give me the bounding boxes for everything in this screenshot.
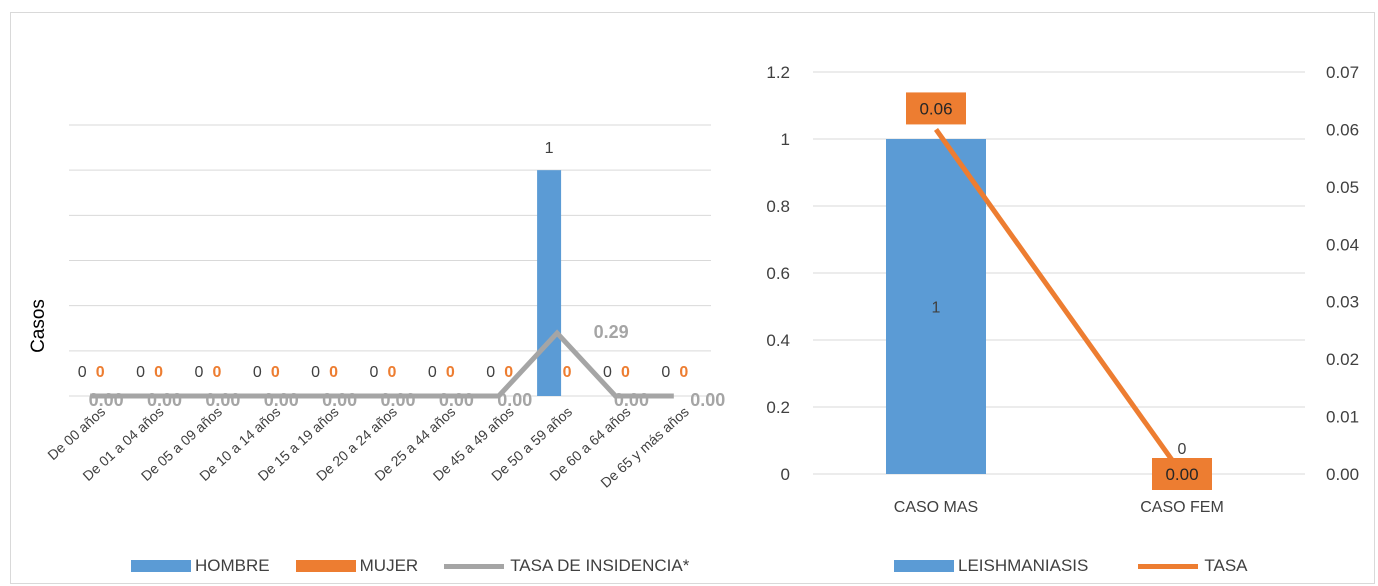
data-label-leishmaniasis: 0 [1178,441,1187,458]
data-label-mujer: 0 [271,364,280,381]
data-label-tasa-insidencia: 0.00 [497,390,532,410]
legend-item-leishmaniasis: LEISHMANIASIS [894,556,1088,576]
data-label-tasa-insidencia: 0.00 [322,390,357,410]
data-label-mujer: 0 [96,364,105,381]
y-tick-label: 0.8 [766,197,790,216]
data-label-hombre: 1 [545,140,554,157]
line-tasa [933,127,1185,476]
legend-swatch-mujer [295,560,356,572]
data-label-mujer: 0 [154,364,163,381]
legend-item-hombre: HOMBRE [131,556,270,576]
data-label-mujer: 0 [446,364,455,381]
data-label-mujer: 0 [329,364,338,381]
legend-label-mujer: MUJER [359,556,419,575]
legend-swatch-leishmaniasis [894,560,954,572]
y-tick-label: 0.6 [766,264,790,283]
data-label-hombre: 0 [253,364,262,381]
data-label-box-tasa [1152,458,1212,490]
data-label-hombre: 0 [78,364,87,381]
legend-label-leishmaniasis: LEISHMANIASIS [958,556,1089,575]
data-label-hombre: 0 [136,364,145,381]
line-tasa-insidencia [90,329,674,399]
data-label-box-tasa [906,92,966,125]
y2-tick-label: 0.07 [1326,63,1359,82]
data-label-tasa: 0.06 [919,99,952,118]
legend-item-tasa-insidencia: TASA DE INSIDENCIA* [444,556,689,576]
legend-item-tasa: TASA [1138,556,1248,576]
legend-item-mujer: MUJER [295,556,419,576]
legend-label-hombre: HOMBRE [195,556,270,575]
data-label-mujer: 0 [388,364,397,381]
y-tick-label: 0.2 [766,398,790,417]
data-label-hombre: 0 [661,364,670,381]
bar-leishmaniasis [886,139,986,474]
data-label-mujer: 0 [679,364,688,381]
y-tick-label: 0.4 [766,331,790,350]
data-label-mujer: 0 [621,364,630,381]
data-label-tasa-insidencia: 0.00 [380,390,415,410]
legend-right: LEISHMANIASIS TASA [894,556,1274,576]
data-label-hombre: 0 [311,364,320,381]
data-label-hombre: 0 [603,364,612,381]
x-tick-label: CASO MAS [894,499,978,516]
legend-swatch-tasa-insidencia [444,563,505,569]
data-label-tasa: 0.00 [1165,465,1198,484]
y-tick-label: 1 [781,130,790,149]
y2-tick-label: 0.00 [1326,465,1359,484]
chart-panel-leishmaniasis: 0 0.2 0.4 0.6 0.8 1 1.2 0.00 0.01 0.02 0.03 0.04 0.0… [761,12,1375,584]
data-label-tasa-insidencia: 0.00 [264,390,299,410]
data-label-tasa-insidencia: 0.00 [614,390,649,410]
legend-label-tasa: TASA [1204,556,1248,575]
legend-swatch-hombre [131,560,191,572]
data-label-tasa-insidencia: 0.29 [594,322,629,342]
legend-left: HOMBRE MUJER TASA DE INSIDENCIA* [131,556,715,576]
data-label-tasa-insidencia: 0.00 [89,390,124,410]
legend-label-tasa-insidencia: TASA DE INSIDENCIA* [510,556,690,575]
data-label-tasa-insidencia: 0.00 [205,390,240,410]
y-tick-label: 1.2 [766,63,790,82]
data-label-hombre: 0 [370,364,379,381]
chart-panel-casos-por-edad: Casos 0 0 0 0 0 0 0 0 1 0 0 0 0 0 0 0 0 0 0 0 0 0 0.00 0.00 0.00 0… [10,12,762,584]
chart-leishmaniasis: 0 0.2 0.4 0.6 0.8 1 1.2 0.00 0.01 0.02 0.03 0.04 0.0… [766,63,1359,516]
x-tick-label: CASO FEM [1140,499,1224,516]
data-label-hombre: 0 [428,364,437,381]
y-tick-label: 0 [781,465,790,484]
data-label-tasa-insidencia: 0.00 [439,390,474,410]
y-axis-label: Casos [28,299,49,353]
data-label-tasa-insidencia: 0.00 [147,390,182,410]
y2-tick-label: 0.03 [1326,293,1359,312]
y2-tick-label: 0.02 [1326,350,1359,369]
data-label-hombre: 0 [194,364,203,381]
data-label-tasa-insidencia: 0.00 [690,390,725,410]
y2-tick-label: 0.04 [1326,235,1359,254]
y2-tick-label: 0.05 [1326,178,1359,197]
data-label-mujer: 0 [504,364,513,381]
legend-swatch-tasa [1138,563,1199,569]
y2-tick-label: 0.01 [1326,408,1359,427]
data-label-mujer: 0 [563,364,572,381]
data-label-mujer: 0 [212,364,221,381]
data-label-leishmaniasis: 1 [932,300,941,317]
y2-tick-label: 0.06 [1326,120,1359,139]
data-label-hombre: 0 [486,364,495,381]
bar-hombre [537,170,562,396]
